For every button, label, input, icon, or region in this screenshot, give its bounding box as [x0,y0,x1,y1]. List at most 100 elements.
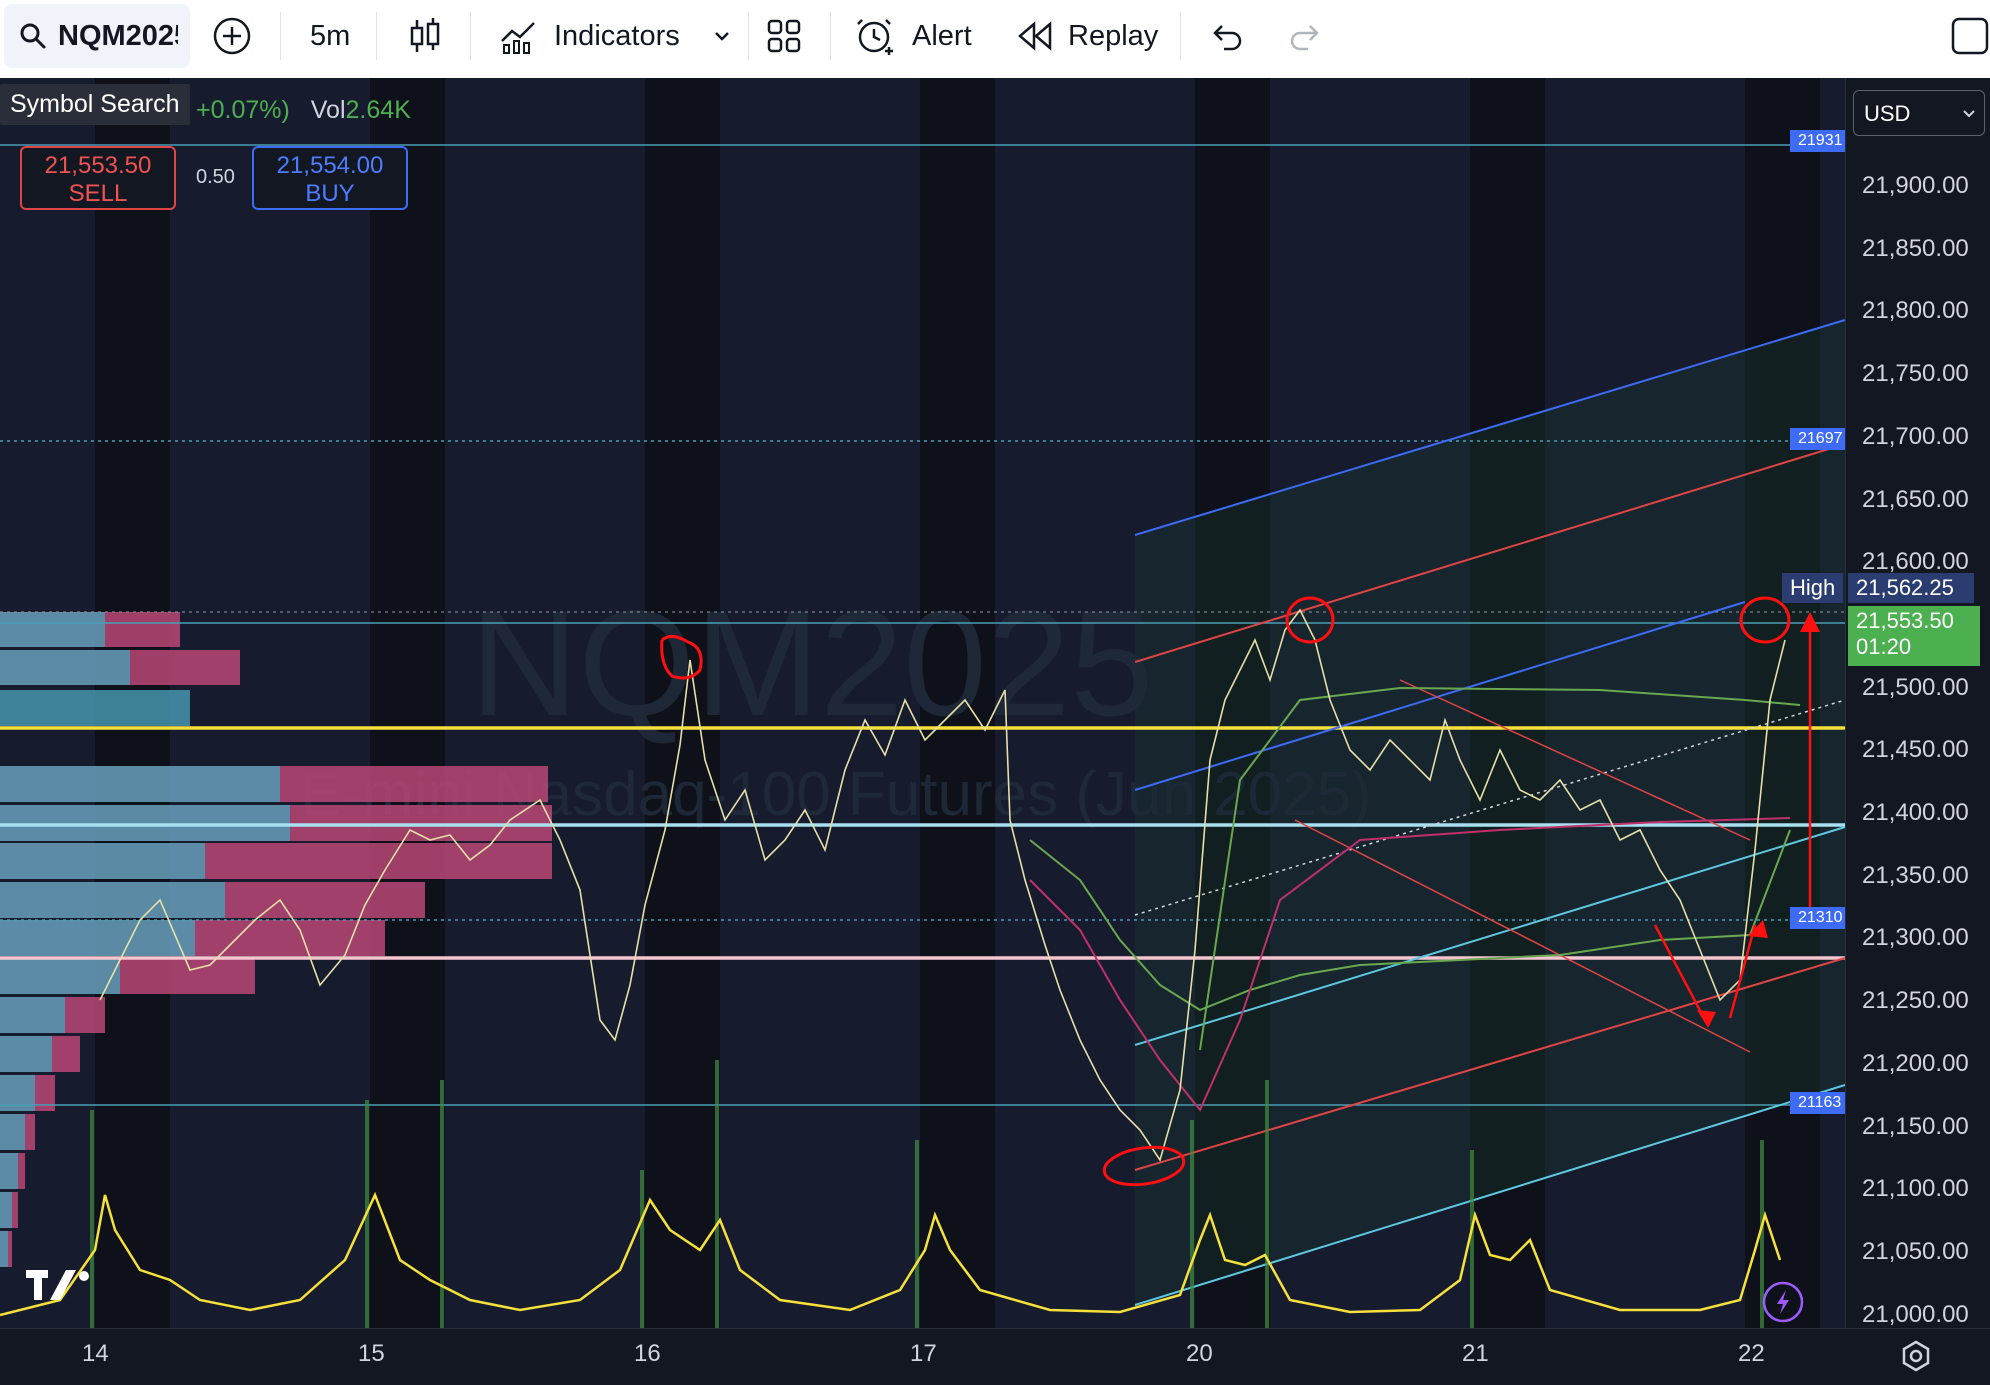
price-axis-label: 21,350.00 [1862,861,1969,889]
annotation-arrow-head-down [1697,1010,1716,1028]
rewind-icon[interactable] [1018,0,1052,72]
time-axis-label: 17 [910,1340,937,1367]
price-axis-label: 21,800.00 [1862,297,1969,325]
buy-label: BUY [305,180,355,207]
price-axis-label: 21,450.00 [1862,736,1969,764]
annotation-up-arrow-small [1728,924,1757,1019]
replay-button[interactable]: Replay [1068,19,1159,52]
annotation-arrow-head-up [1800,612,1820,632]
last-price-tag: 21,553.50 01:20 [1848,606,1980,666]
currency-value: USD [1864,101,1911,126]
buy-price: 21,554.00 [276,152,384,179]
currency-select[interactable]: USD [1853,90,1985,136]
fullscreen-icon[interactable] [1950,0,1990,72]
settings-icon[interactable] [1900,1340,1932,1377]
alarm-clock-icon[interactable] [856,0,896,72]
spread-value: 0.50 [196,166,235,188]
level-tag-21697[interactable]: 21697 [1790,428,1845,450]
level-tag-21310[interactable]: 21310 [1790,907,1845,929]
last-price-value: 21,553.50 [1856,608,1954,633]
annotation-circle-current-high [1739,596,1791,644]
channel-red-upper [1134,443,1846,663]
redo-icon[interactable] [1288,0,1322,72]
search-icon [18,0,48,72]
price-axis-label: 21,100.00 [1862,1175,1969,1203]
interval-button[interactable]: 5m [310,19,351,52]
alert-button[interactable]: Alert [912,19,972,52]
top-toolbar: NQM2025 5m Indicators Alert Replay [0,0,1990,76]
add-symbol-icon[interactable] [212,0,252,72]
annotation-circle-top-16 [660,635,703,680]
volume-average-curve [0,1191,1782,1317]
price-axis-label: 21,150.00 [1862,1112,1969,1140]
price-axis-label: 21,750.00 [1862,360,1969,388]
volume-profile [0,612,552,1267]
tradingview-logo [26,1270,89,1300]
level-tag-21163[interactable]: 21163 [1790,1092,1845,1114]
chart-legend: +0.07%) Vol2.64K [196,96,411,125]
price-axis-label: 21,200.00 [1862,1049,1969,1077]
price-axis-label: 21,900.00 [1862,172,1969,199]
indicators-button[interactable]: Indicators [554,19,680,52]
layout-grid-icon[interactable] [766,0,802,72]
price-axis-label: 21,650.00 [1862,485,1969,513]
price-series [99,608,1786,1162]
price-axis[interactable] [1845,78,1990,1328]
annotation-down-arrow [1653,924,1707,1021]
volume-value: 2.64K [345,96,411,124]
price-axis-label: 21,300.00 [1862,924,1969,952]
sell-price: 21,553.50 [44,152,152,179]
buy-button[interactable]: 21,554.00 BUY [252,146,408,210]
candle-countdown: 01:20 [1856,634,1912,659]
sell-button[interactable]: 21,553.50 SELL [20,146,176,210]
price-axis-label: 21,850.00 [1862,234,1969,262]
lightning-icon [1762,1281,1804,1323]
vwap-green [1029,829,1791,1012]
symbol-name[interactable]: NQM2025 [58,19,178,52]
watermark-symbol: NQM2025 [470,579,1154,747]
time-axis[interactable] [0,1328,1990,1385]
candles-icon[interactable] [408,0,442,72]
undo-icon[interactable] [1210,0,1244,72]
price-axis-label: 21,600.00 [1862,548,1969,576]
channel-median-dotted [1134,699,1846,916]
time-axis-label: 20 [1186,1340,1213,1367]
high-price-tag: 21,562.25 [1848,573,1974,603]
time-axis-label: 21 [1462,1340,1489,1367]
level-tag-21931[interactable]: 21931 [1790,130,1845,152]
price-chart[interactable]: NQM2025 E-mini Nasdaq-100 Futures (Jun 2… [0,78,1990,1384]
downtrend-line-1 [1294,819,1751,1053]
sell-label: SELL [68,180,128,207]
channel-mid-blue [1134,601,1746,791]
symbol-search-tooltip: Symbol Search [0,84,190,125]
price-axis-label: 21,000.00 [1862,1300,1969,1328]
chevron-down-icon [1963,110,1975,118]
time-axis-label: 16 [634,1340,661,1367]
symbol-search-button[interactable] [4,4,190,68]
annotation-circle-top-20 [1285,596,1335,644]
volume-label: Vol [310,96,346,124]
vwap-pink [1029,817,1791,1112]
high-value: 21,562.25 [1856,575,1954,600]
chevron-down-icon[interactable] [712,0,732,72]
price-axis-label: 21,700.00 [1862,422,1969,450]
annotation-circle-low [1102,1145,1186,1187]
downtrend-line-2 [1399,679,1751,841]
chart-canvas[interactable]: NQM2025 E-mini Nasdaq-100 Futures (Jun 2… [0,78,1990,1384]
price-change: +0.07%) [196,96,290,124]
vwap-green-upper [1199,686,1801,1051]
time-axis-label: 14 [82,1340,109,1367]
channel-lower-cyan [1134,826,1846,1046]
time-axis-label: 22 [1738,1340,1765,1367]
price-axis-label: 21,500.00 [1862,673,1969,701]
high-label-tag: High [1782,573,1844,603]
channel-upper-blue [1134,319,1846,536]
price-axis-label: 21,400.00 [1862,799,1969,826]
annotation-arrow-head-small [1748,920,1768,938]
time-axis-label: 15 [358,1340,385,1367]
price-axis-label: 21,050.00 [1862,1237,1969,1265]
red-annotations [660,596,1812,1187]
price-axis-label: 21,250.00 [1862,987,1969,1015]
indicators-icon[interactable] [500,0,538,72]
channel-bottom-cyan [1134,1084,1846,1306]
